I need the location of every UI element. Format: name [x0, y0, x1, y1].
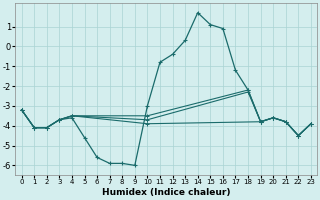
X-axis label: Humidex (Indice chaleur): Humidex (Indice chaleur) — [102, 188, 230, 197]
